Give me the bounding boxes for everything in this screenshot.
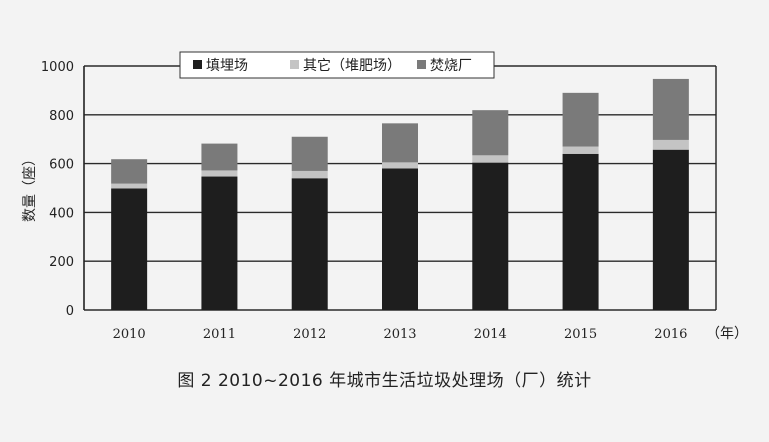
legend-box — [179, 51, 495, 79]
x-tick-label: 2011 — [203, 327, 236, 342]
bar-segment — [291, 136, 328, 171]
bar-segment — [291, 170, 328, 179]
bar-segment — [562, 146, 599, 154]
bar-segment — [201, 143, 238, 171]
x-tick-label: 2014 — [474, 327, 507, 342]
bar-segment — [382, 162, 418, 169]
legend-label: 其它（堆肥场） — [303, 57, 401, 74]
x-tick-label: 2016 — [654, 327, 687, 342]
x-tick-label: 2013 — [383, 327, 416, 342]
bar-segment — [201, 176, 238, 310]
x-axis-unit: （年） — [706, 326, 748, 342]
bar-segment — [382, 123, 418, 163]
bar-segment — [382, 168, 418, 310]
bars-layer — [111, 78, 689, 310]
bar-segment — [652, 149, 689, 310]
x-tick-label: 2012 — [293, 327, 326, 342]
y-tick-label: 200 — [49, 255, 74, 270]
y-tick-label: 800 — [49, 109, 74, 124]
legend-label: 焚烧厂 — [430, 58, 472, 74]
y-tick-labels: 0 200 400 600 800 1000 — [41, 60, 74, 319]
bar-segment — [472, 110, 509, 156]
bar-segment — [201, 170, 238, 177]
bar-segment — [562, 92, 599, 147]
bar-segment — [111, 183, 148, 189]
bar-segment — [652, 78, 689, 140]
axis-layer — [83, 66, 717, 310]
y-tick-label: 0 — [66, 304, 74, 319]
bar-segment — [472, 162, 509, 310]
y-tick-label: 400 — [49, 206, 74, 221]
y-axis-title: 数量（座） — [22, 152, 38, 222]
y-tick-label: 1000 — [41, 60, 74, 75]
x-tick-labels: 2010 2011 2012 2013 2014 2015 2016 — [113, 327, 688, 342]
bar-segment — [111, 159, 148, 184]
legend: 填埋场 其它（堆肥场） 焚烧厂 — [179, 51, 495, 79]
x-tick-label: 2015 — [564, 327, 597, 342]
legend-swatch — [417, 60, 426, 69]
bar-segment — [291, 178, 328, 310]
bar-segment — [472, 155, 509, 163]
bar-segment — [652, 139, 689, 150]
x-tick-label: 2010 — [113, 327, 146, 342]
bar-segment — [562, 153, 599, 310]
bar-segment — [111, 188, 148, 310]
legend-swatch — [290, 60, 299, 69]
legend-label: 填埋场 — [206, 58, 248, 74]
figure-caption: 图 2 2010~2016 年城市生活垃圾处理场（厂）统计 — [177, 371, 592, 391]
y-tick-label: 600 — [49, 158, 74, 173]
legend-swatch — [193, 60, 202, 69]
